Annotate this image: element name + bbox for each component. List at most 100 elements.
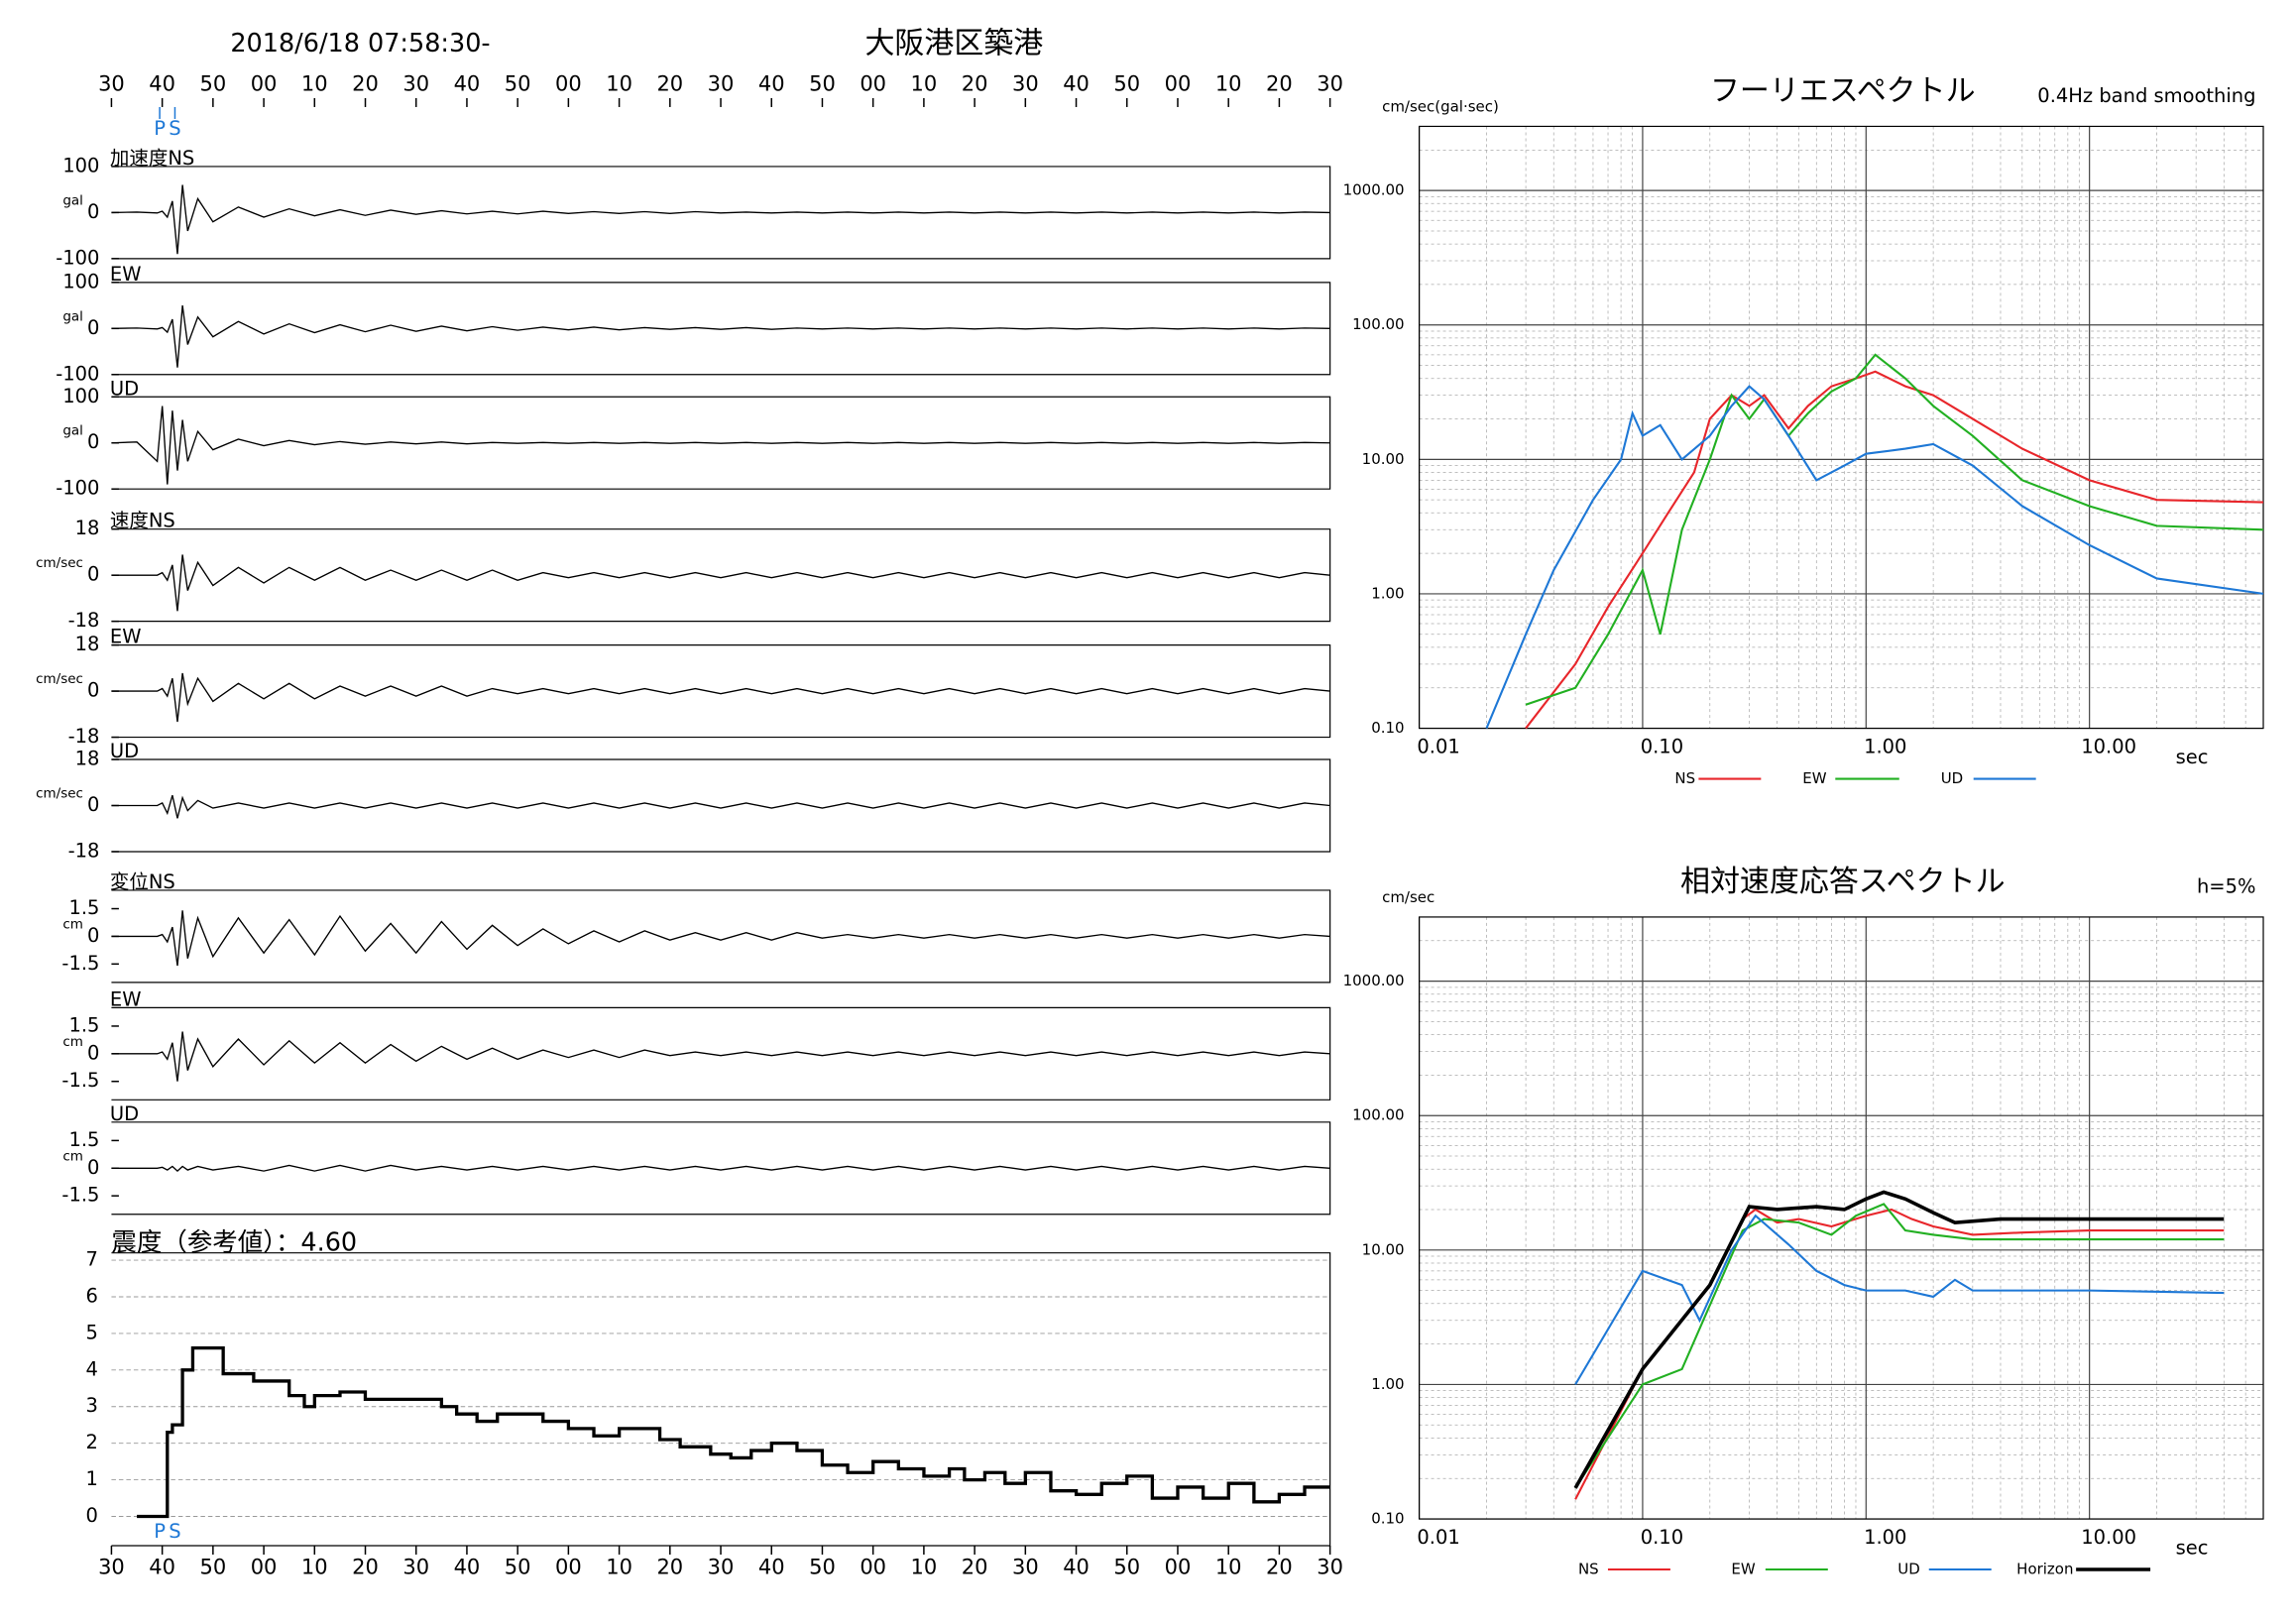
panel-frame bbox=[111, 758, 1331, 853]
panel-unit: cm/sec bbox=[36, 786, 83, 802]
y-tick-label: 1.5 bbox=[68, 1013, 99, 1036]
x-tick-label: 0.10 bbox=[1641, 1526, 1683, 1549]
time-tick-label: 00 bbox=[555, 1556, 582, 1579]
panel-frame bbox=[111, 889, 1331, 984]
waveform bbox=[111, 406, 1330, 485]
y-tick-label: 100 bbox=[62, 385, 99, 407]
x-tick-label: 1.00 bbox=[1864, 736, 1906, 758]
spectrum-line bbox=[1485, 385, 2264, 729]
time-tick-label: 30 bbox=[98, 1556, 125, 1579]
time-tick-label: 50 bbox=[505, 71, 531, 95]
time-tick-label: 50 bbox=[1113, 71, 1140, 95]
y-tick-label: 100 bbox=[62, 270, 99, 292]
phase-label: P bbox=[154, 1520, 166, 1543]
time-tick-label: 10 bbox=[911, 71, 938, 95]
time-tick-label: 50 bbox=[809, 1556, 836, 1579]
panel-label: UD bbox=[110, 377, 139, 400]
y-axis-unit: cm/sec(gal·sec) bbox=[1382, 97, 1499, 115]
x-tick-label: 1.00 bbox=[1864, 1526, 1906, 1549]
x-tick-label: 0.01 bbox=[1417, 1526, 1459, 1549]
time-tick-label: 20 bbox=[1266, 1556, 1293, 1579]
y-axis-unit: cm/sec bbox=[1382, 888, 1435, 906]
waveform bbox=[111, 672, 1330, 723]
y-tick-label: 0.10 bbox=[1371, 719, 1404, 737]
plot-frame bbox=[1418, 916, 2264, 1520]
legend-label: UD bbox=[1941, 769, 1964, 787]
time-tick-label: 20 bbox=[352, 1556, 379, 1579]
y-tick-label: 1.00 bbox=[1371, 1375, 1404, 1393]
panel-unit: cm bbox=[62, 1034, 83, 1050]
panel-label: EW bbox=[110, 626, 142, 648]
panel-frame bbox=[111, 644, 1331, 739]
x-tick-label: 10.00 bbox=[2081, 1526, 2136, 1549]
spectrum-line bbox=[1573, 1190, 2225, 1489]
legend-label: Horizon bbox=[2016, 1561, 2073, 1578]
time-tick-label: 40 bbox=[454, 1556, 481, 1579]
phase-label: P bbox=[154, 117, 166, 140]
time-tick-label: 30 bbox=[1012, 71, 1039, 95]
waveform bbox=[111, 794, 1330, 819]
y-tick-label: 10.00 bbox=[1362, 450, 1405, 468]
time-tick-label: 00 bbox=[860, 71, 886, 95]
chart-title: フーリエスペクトル bbox=[1710, 73, 1976, 108]
time-tick-label: 40 bbox=[149, 71, 175, 95]
time-tick-label: 30 bbox=[402, 71, 429, 95]
waveform bbox=[111, 184, 1330, 255]
legend-label: NS bbox=[1578, 1561, 1599, 1578]
time-tick-label: 40 bbox=[758, 71, 785, 95]
time-tick-label: 40 bbox=[454, 71, 481, 95]
y-tick-label: 0 bbox=[87, 430, 99, 453]
time-tick-label: 40 bbox=[149, 1556, 175, 1579]
y-tick-label: 4 bbox=[86, 1357, 98, 1380]
x-tick-label: 10.00 bbox=[2081, 736, 2136, 758]
x-tick-label: 0.10 bbox=[1641, 736, 1683, 758]
spectrum-line bbox=[1525, 370, 2264, 730]
y-tick-label: 18 bbox=[75, 748, 100, 770]
y-tick-label: 0 bbox=[87, 316, 99, 339]
time-tick-label: 20 bbox=[656, 1556, 683, 1579]
panel-frame bbox=[111, 528, 1331, 623]
y-tick-label: 0 bbox=[87, 679, 99, 702]
time-tick-label: 50 bbox=[200, 71, 227, 95]
time-tick-label: 30 bbox=[1317, 71, 1343, 95]
y-tick-label: 0.10 bbox=[1371, 1510, 1404, 1528]
phase-label: S bbox=[169, 117, 180, 140]
time-tick-label: 20 bbox=[352, 71, 379, 95]
waveform bbox=[111, 1164, 1330, 1173]
y-tick-label: -18 bbox=[68, 725, 100, 748]
y-tick-label: -1.5 bbox=[61, 1069, 99, 1092]
station-name: 大阪港区築港 bbox=[864, 27, 1043, 61]
y-tick-label: 0 bbox=[87, 793, 99, 816]
y-tick-label: 0 bbox=[87, 1156, 99, 1179]
time-tick-label: 10 bbox=[301, 71, 328, 95]
y-tick-label: -18 bbox=[68, 839, 100, 862]
time-tick-label: 00 bbox=[1165, 71, 1192, 95]
plot-frame bbox=[1418, 125, 2264, 730]
time-tick-label: 30 bbox=[708, 71, 735, 95]
time-tick-label: 30 bbox=[708, 1556, 735, 1579]
panel-unit: cm/sec bbox=[36, 671, 83, 687]
time-tick-label: 00 bbox=[251, 71, 278, 95]
time-tick-label: 30 bbox=[1012, 1556, 1039, 1579]
spectrum-line bbox=[1574, 1214, 2225, 1385]
y-tick-label: 1000.00 bbox=[1343, 972, 1405, 989]
panel-frame bbox=[111, 1006, 1331, 1101]
panel-unit: cm bbox=[62, 916, 83, 932]
y-tick-label: -100 bbox=[56, 246, 99, 269]
y-tick-label: 0 bbox=[87, 1041, 99, 1064]
y-tick-label: 100.00 bbox=[1352, 1106, 1404, 1124]
y-tick-label: 2 bbox=[86, 1431, 98, 1453]
x-axis-label: sec bbox=[2176, 1537, 2209, 1560]
time-tick-label: 10 bbox=[1215, 1556, 1242, 1579]
y-tick-label: 0 bbox=[87, 200, 99, 223]
record-datetime: 2018/6/18 07:58:30- bbox=[230, 29, 490, 58]
y-tick-label: 18 bbox=[75, 633, 100, 655]
time-tick-label: 00 bbox=[251, 1556, 278, 1579]
intensity-line bbox=[137, 1346, 1330, 1519]
time-tick-label: 50 bbox=[809, 71, 836, 95]
time-tick-label: 20 bbox=[1266, 71, 1293, 95]
panel-label: 速度NS bbox=[110, 510, 175, 532]
panel-label: EW bbox=[110, 987, 142, 1010]
